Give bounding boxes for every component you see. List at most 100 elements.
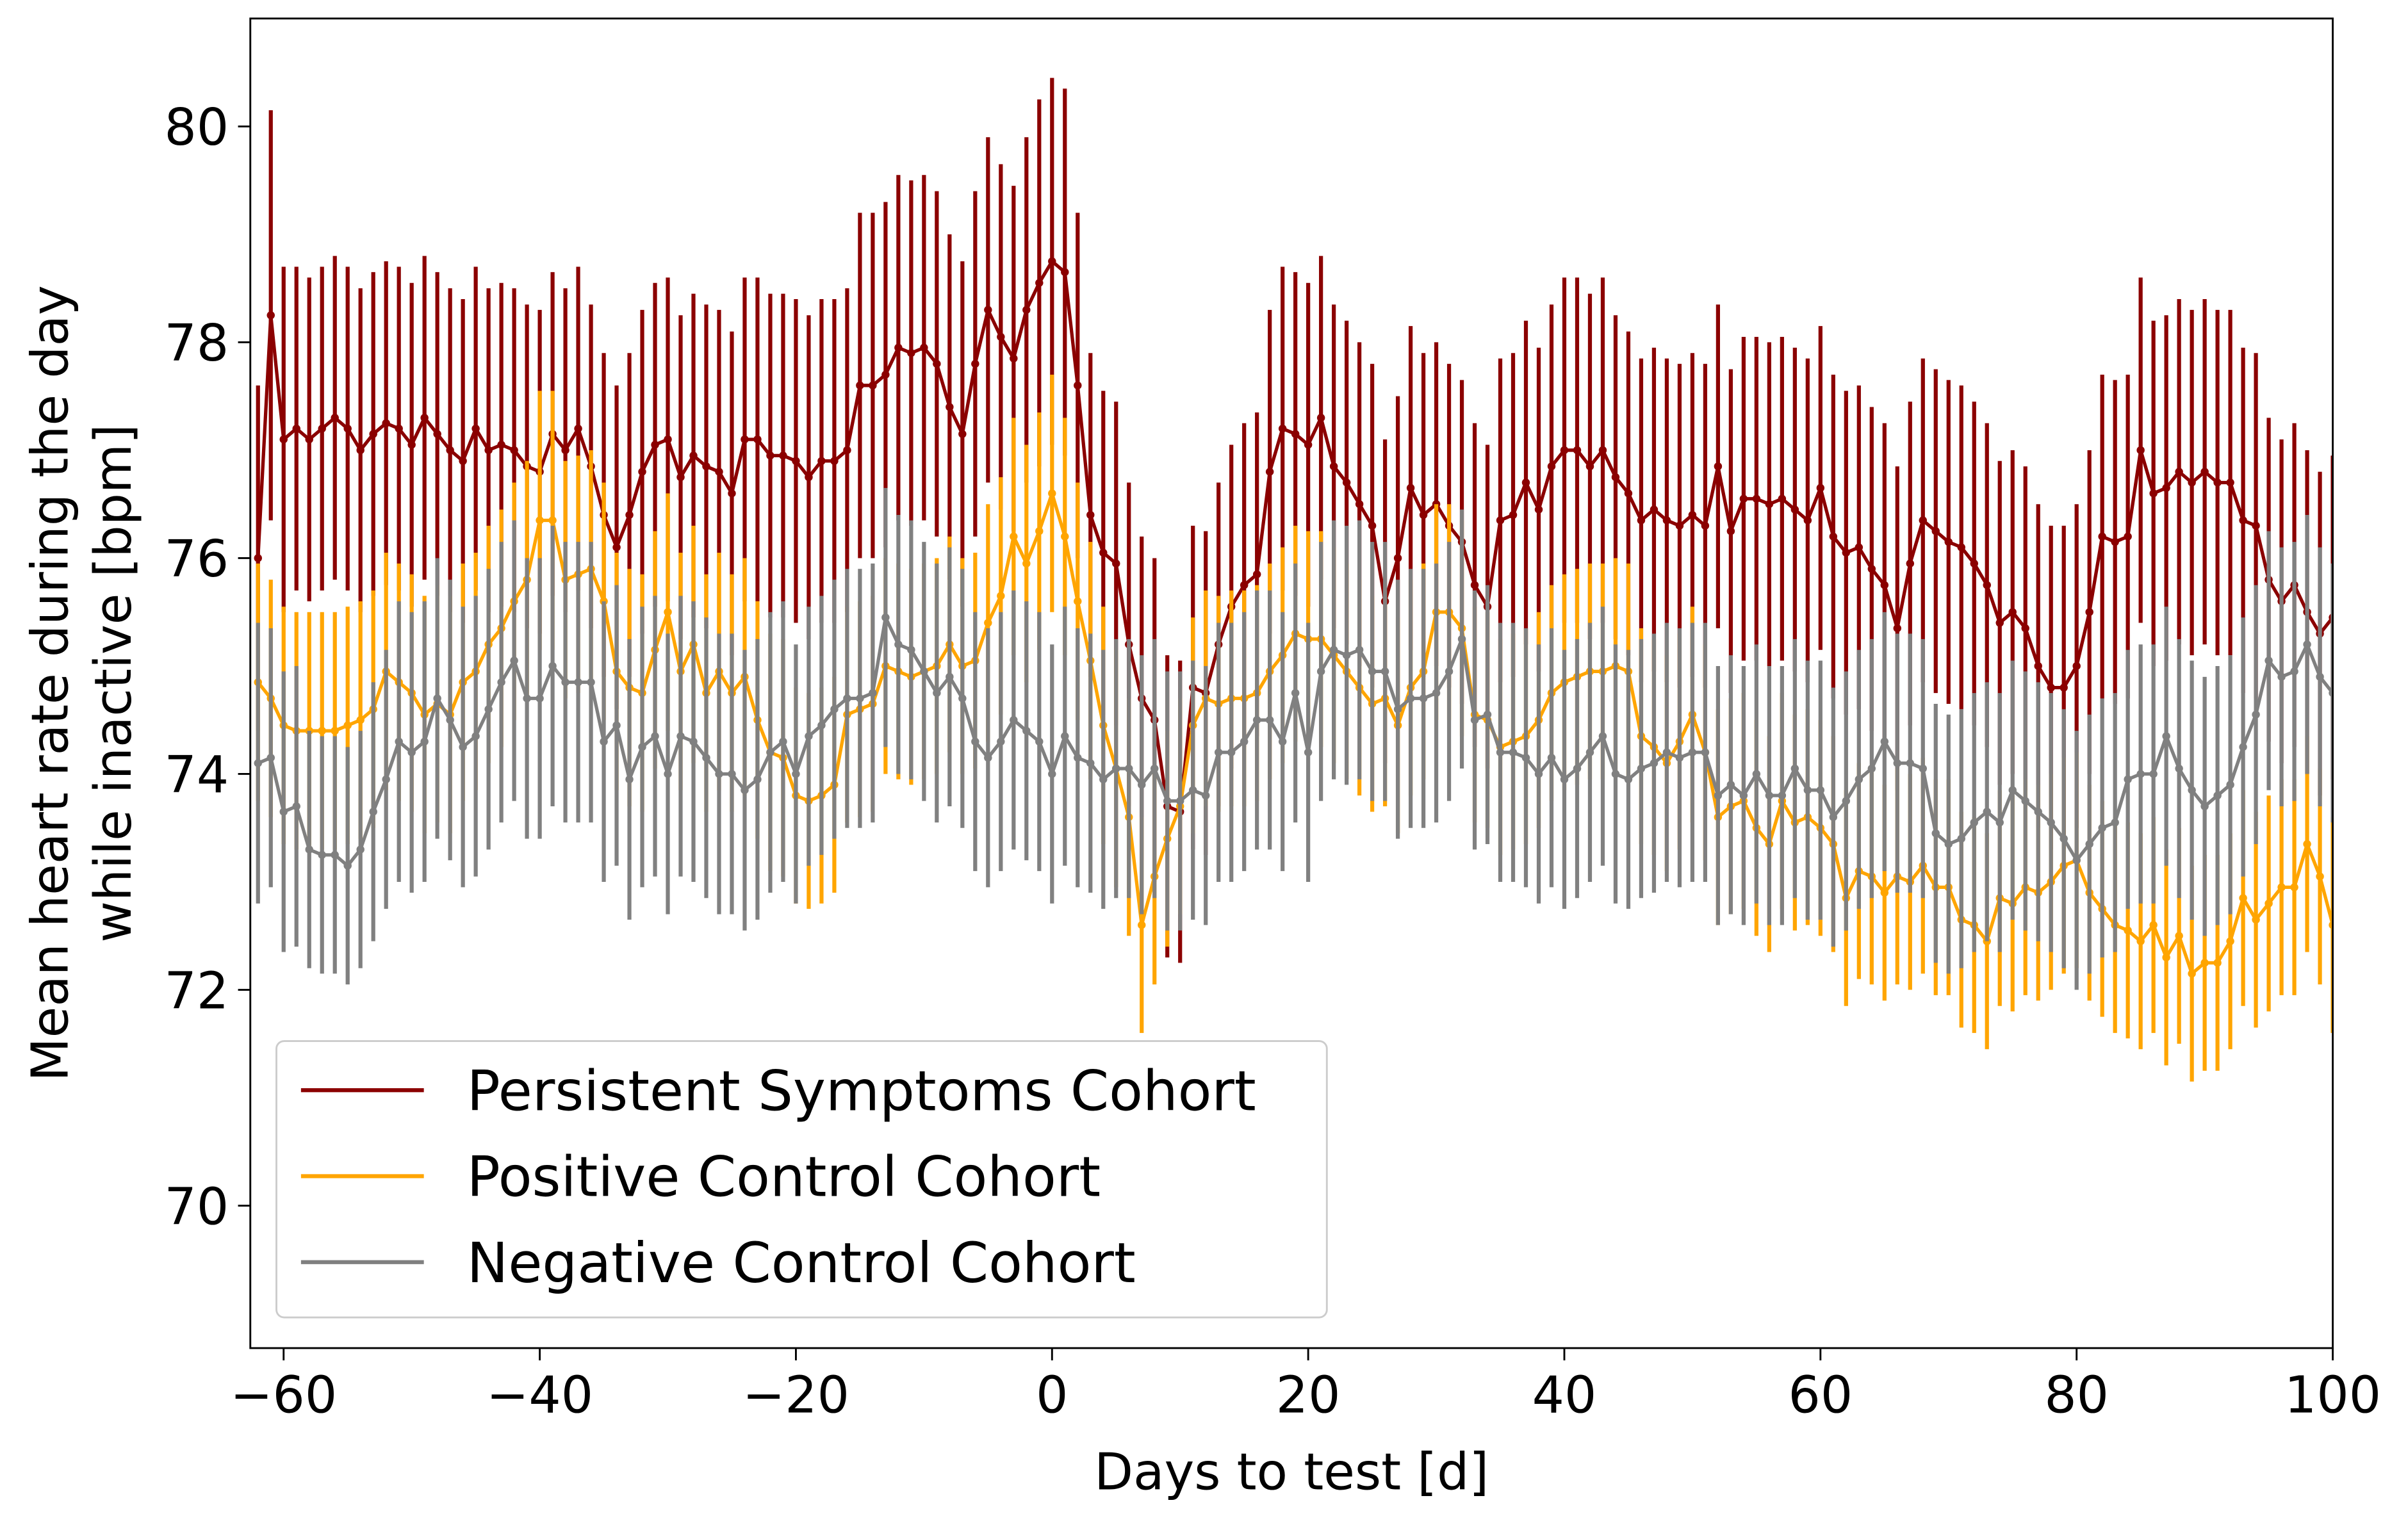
point [1931,829,1940,838]
point [984,753,992,762]
point [1585,462,1594,471]
point [1842,548,1851,557]
point [2008,608,2017,616]
point [2316,872,2324,881]
point [1906,559,1915,568]
y-tick-label: 70 [165,1177,229,1236]
point [1983,581,1991,589]
point [1163,797,1172,805]
point [1227,748,1236,757]
point [1560,775,1569,784]
point [971,737,979,746]
point [894,343,903,352]
point [1201,791,1210,800]
point [2136,770,2145,778]
x-tick-label: −40 [486,1366,593,1425]
point [1650,505,1659,514]
point [1790,505,1799,514]
point [1368,667,1377,676]
point [587,678,595,687]
point [331,851,339,859]
point [318,851,326,859]
plot-area [254,77,2333,1082]
point [664,608,672,616]
point [1752,494,1761,503]
legend-box [275,1040,1328,1319]
point [1726,527,1735,535]
point [1944,537,1953,546]
y-tick-label: 80 [165,98,229,157]
point [817,457,826,466]
point [1035,527,1044,535]
y-tick-label: 72 [165,961,229,1020]
point [2252,710,2260,719]
point [971,359,979,368]
point [997,332,1005,341]
point [1701,521,1710,530]
point [1061,532,1069,541]
point [1995,619,2004,627]
point [2265,656,2273,665]
point [2124,775,2132,784]
point [958,430,967,438]
point [561,446,569,455]
point [1714,791,1723,800]
point [2303,640,2311,649]
point [1048,770,1056,778]
point [382,419,390,428]
point [1086,759,1095,767]
point [343,721,352,729]
point [612,721,621,729]
point [1074,381,1082,390]
point [651,441,659,449]
point [920,343,928,352]
point [933,359,941,368]
point [1906,759,1915,767]
point [446,715,454,724]
point [2085,608,2093,616]
point [600,737,608,746]
point [715,770,723,778]
point [1316,667,1325,676]
point [343,861,352,870]
y-axis-label: Mean heart rate during the day [20,285,79,1081]
point [2239,894,2247,902]
point [946,403,954,411]
x-axis-label: Days to test [d] [1094,1443,1489,1502]
point [1919,516,1928,525]
point [1355,646,1364,654]
point [1010,354,1018,362]
point [331,726,339,735]
point [1074,597,1082,606]
point [676,473,685,482]
point [651,732,659,740]
point [1919,764,1928,773]
point [2200,802,2209,811]
point [2136,446,2145,455]
point [1061,732,1069,740]
point [1112,559,1120,568]
point [779,737,787,746]
point [1855,775,1863,784]
point [1419,510,1428,519]
point [946,672,954,681]
point [1355,500,1364,509]
point [1598,446,1607,455]
point [1278,425,1287,433]
point [536,694,544,703]
point [2265,899,2273,908]
point [1240,581,1249,589]
point [1342,651,1351,660]
point [894,640,903,649]
point [843,446,851,455]
point [1675,521,1684,530]
point [1048,257,1056,266]
point [753,435,762,444]
point [792,770,800,778]
point [1432,688,1441,697]
y-axis-label: while inactive [bpm] [84,424,143,943]
x-tick-label: 100 [2284,1366,2381,1425]
point [318,726,326,735]
